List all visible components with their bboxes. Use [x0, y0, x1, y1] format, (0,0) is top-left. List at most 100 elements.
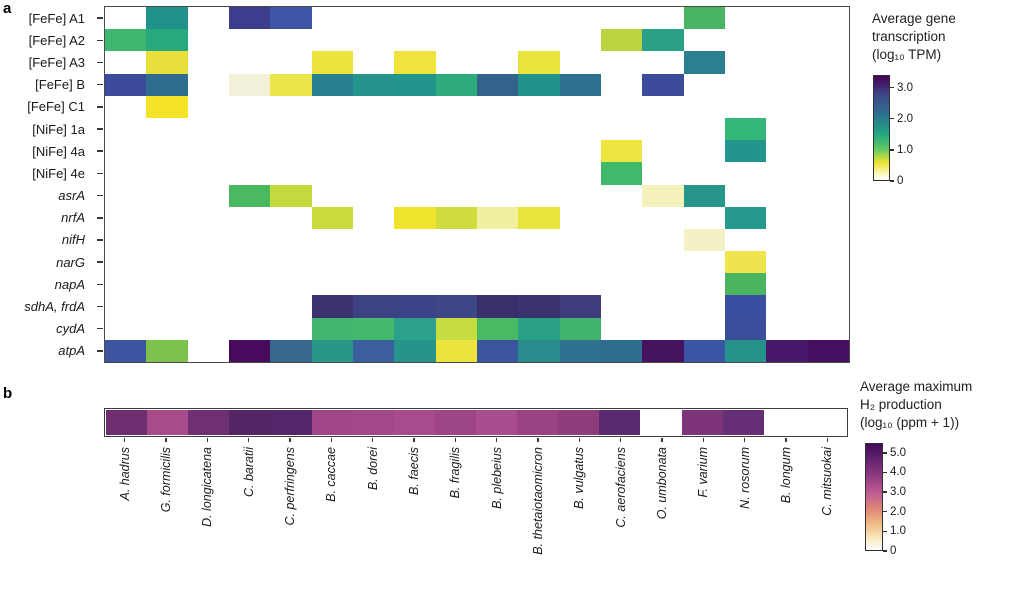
transcription-heatmap-cell: [394, 51, 436, 74]
transcription-heatmap-cell: [518, 7, 560, 30]
transcription-heatmap-cell: [435, 339, 477, 362]
transcription-heatmap-cell: [394, 228, 436, 252]
transcription-heatmap-cell: [476, 162, 519, 185]
transcription-heatmap-cell: [394, 317, 436, 340]
gene-row-label: nifH: [61, 232, 85, 248]
transcription-heatmap-cell: [518, 51, 560, 74]
transcription-heatmap-cell: [600, 206, 643, 229]
species-label: A. hadrus: [117, 447, 132, 501]
colorbar-tick-label: 0: [897, 175, 904, 187]
panel-b-cells: [106, 410, 846, 435]
species-label: B. thetaiotaomicron: [530, 447, 545, 555]
transcription-heatmap-cell: [683, 295, 725, 318]
transcription-heatmap-cell: [146, 251, 188, 274]
transcription-heatmap-cell: [476, 317, 519, 340]
transcription-heatmap-cell: [394, 73, 436, 96]
transcription-heatmap-cell: [807, 140, 849, 163]
transcription-heatmap-cell: [476, 206, 519, 229]
colorbar-tick-label: 0: [890, 545, 897, 557]
colorbar-tick: [890, 117, 894, 120]
transcription-heatmap-cell: [724, 117, 767, 141]
transcription-heatmap-cell: [683, 51, 725, 74]
colorbar-tick-label: 3.0: [890, 486, 906, 499]
transcription-heatmap-cell: [270, 251, 312, 274]
transcription-heatmap-cell: [352, 140, 395, 163]
transcription-heatmap-cell: [642, 228, 684, 252]
transcription-heatmap-cell: [683, 184, 725, 207]
transcription-heatmap-cell: [683, 339, 725, 362]
gene-row-label: atpA: [58, 343, 85, 359]
transcription-heatmap-cell: [766, 117, 808, 141]
panel-a-y-axis-ticks: [97, 7, 104, 362]
transcription-heatmap-cell: [642, 339, 684, 362]
transcription-heatmap-cell: [724, 251, 767, 274]
transcription-heatmap-cell: [807, 184, 849, 207]
transcription-heatmap-cell: [807, 251, 849, 274]
y-axis-tick: [97, 128, 103, 130]
transcription-heatmap-cell: [518, 317, 560, 340]
species-label: B. fragilis: [448, 447, 463, 499]
x-axis-tick: [206, 438, 209, 442]
transcription-heatmap-cell: [807, 51, 849, 74]
transcription-heatmap-cell: [105, 317, 147, 340]
transcription-heatmap-cell: [146, 206, 188, 229]
colorbar-tick: [883, 471, 887, 474]
transcription-heatmap-cell: [146, 73, 188, 96]
transcription-heatmap-cell: [642, 184, 684, 207]
transcription-heatmap-cell: [476, 7, 519, 30]
transcription-heatmap-cell: [683, 206, 725, 229]
transcription-heatmap-cell: [187, 117, 229, 141]
transcription-heatmap-cell: [105, 29, 147, 52]
transcription-heatmap-cell: [518, 73, 560, 96]
transcription-heatmap-cell: [270, 29, 312, 52]
transcription-heatmap-cell: [807, 339, 849, 362]
transcription-heatmap-cell: [642, 295, 684, 318]
transcription-heatmap-cell: [105, 295, 147, 318]
colorbar-b-gradient: [865, 443, 883, 551]
y-axis-tick: [97, 150, 103, 152]
species-label: B. plebeius: [489, 447, 504, 509]
transcription-heatmap-cell: [146, 29, 188, 52]
transcription-heatmap-cell: [187, 228, 229, 252]
transcription-heatmap-cell: [518, 162, 560, 185]
transcription-heatmap-cell: [187, 317, 229, 340]
colorbar-tick: [883, 550, 887, 552]
transcription-heatmap-cell: [476, 295, 519, 318]
species-label-slot: B. fragilis: [435, 447, 476, 589]
transcription-heatmap-cell: [766, 51, 808, 74]
transcription-heatmap-cell: [807, 206, 849, 229]
transcription-heatmap-cell: [600, 29, 643, 52]
transcription-heatmap-cell: [559, 251, 601, 274]
transcription-heatmap-cell: [766, 339, 808, 362]
species-label-slot: B. caccae: [311, 447, 352, 589]
transcription-heatmap-cell: [476, 339, 519, 362]
transcription-heatmap-cell: [352, 162, 395, 185]
transcription-heatmap-cell: [683, 317, 725, 340]
transcription-heatmap-cell: [352, 228, 395, 252]
transcription-heatmap-cell: [187, 95, 229, 118]
y-axis-tick: [97, 327, 103, 330]
transcription-heatmap-cell: [807, 317, 849, 340]
y-axis-tick: [97, 261, 103, 263]
x-axis-tick: [702, 438, 705, 442]
species-label-slot: C. aerofaciens: [600, 447, 641, 589]
gene-row-label: [NiFe] 4e: [32, 165, 85, 181]
h2-production-cell: [681, 410, 723, 435]
transcription-heatmap-cell: [476, 73, 519, 96]
transcription-heatmap-cell: [766, 29, 808, 52]
transcription-heatmap-cell: [311, 273, 353, 296]
transcription-heatmap-cell: [228, 162, 271, 185]
colorbar-tick-label: 1.0: [890, 525, 906, 538]
panel-a-transcription-heatmap: [104, 6, 850, 363]
species-label-slot: C. perfringens: [269, 447, 310, 589]
transcription-heatmap-cell: [146, 317, 188, 340]
h2-production-cell: [640, 410, 682, 435]
y-axis-tick: [97, 217, 103, 219]
transcription-heatmap-cell: [105, 184, 147, 207]
transcription-heatmap-cell: [724, 317, 767, 340]
x-axis-tick: [454, 438, 457, 442]
transcription-heatmap-cell: [724, 295, 767, 318]
transcription-heatmap-cell: [600, 295, 643, 318]
species-label-slot: B. plebeius: [476, 447, 517, 589]
colorbar-b-title: Average maximum H₂ production (log₁₀ (pp…: [860, 379, 973, 430]
